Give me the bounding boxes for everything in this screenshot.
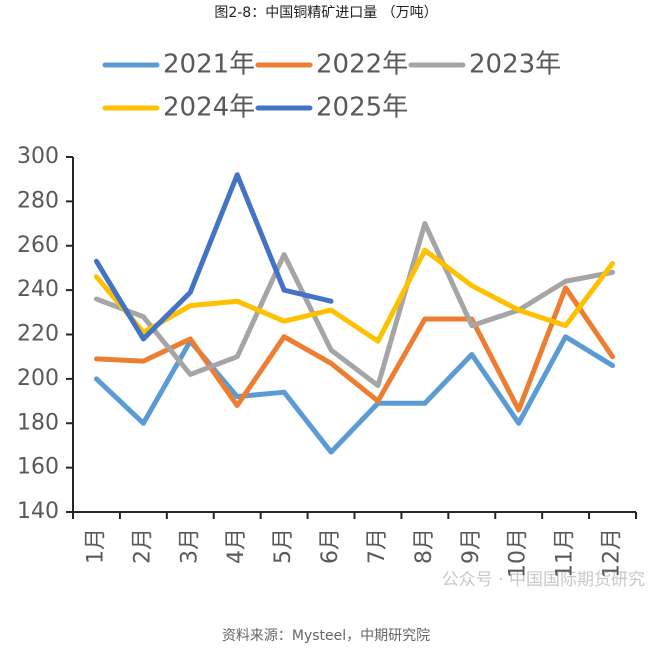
y-tick-label: 180 [17,410,59,435]
x-tick-label: 9月 [459,528,484,564]
legend-label: 2023年 [469,50,561,80]
series-line [93,285,616,413]
y-tick-label: 200 [17,366,59,391]
source: 资料来源：Mysteel，中期研究院 [222,628,430,644]
x-tick-label: 8月 [412,528,437,564]
series-line [93,247,616,344]
x-tick-label: 6月 [318,528,343,564]
y-tick-label: 300 [17,144,59,169]
series-line [93,221,616,389]
x-tick-label: 11月 [553,528,578,578]
series-line [93,334,616,455]
chart-title: 图2-8：中国铜精矿进口量 （万吨） [214,5,437,21]
legend-label: 2021年 [163,50,255,80]
y-tick-label: 260 [17,233,59,258]
legend-label: 2024年 [163,93,255,123]
x-tick-label: 12月 [600,528,625,578]
x-tick-label: 5月 [271,528,296,564]
legend-label: 2025年 [316,93,408,123]
x-tick-label: 7月 [365,528,390,564]
x-tick-label: 2月 [130,528,155,564]
x-tick-label: 10月 [506,528,531,578]
y-tick-label: 160 [17,455,59,480]
y-tick-label: 140 [17,499,59,524]
y-tick-label: 240 [17,277,59,302]
legend-label: 2022年 [316,50,408,80]
y-tick-label: 220 [17,322,59,347]
series-line [93,172,334,342]
x-tick-label: 3月 [177,528,202,564]
y-tick-label: 280 [17,188,59,213]
x-tick-label: 1月 [83,528,108,564]
watermark: 公众号 · 中国国际期货研究 [442,570,645,590]
x-tick-label: 4月 [224,528,249,564]
